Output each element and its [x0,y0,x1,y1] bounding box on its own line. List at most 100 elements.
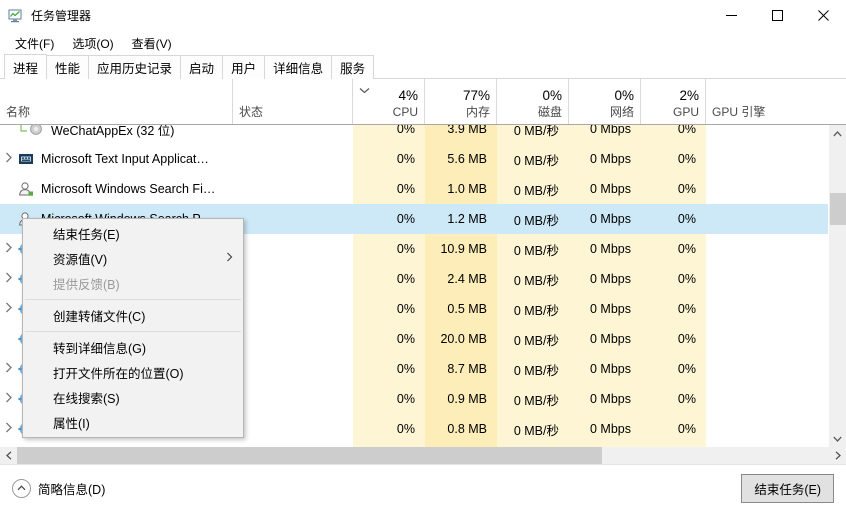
column-header-status[interactable]: 状态 [233,79,353,124]
context-menu-item[interactable]: 转到详细信息(G) [23,335,243,360]
row-disk-cell: 0 MB/秒 [497,354,569,384]
close-button[interactable] [800,0,846,31]
expand-chevron-icon[interactable] [0,362,18,376]
tab-services[interactable]: 服务 [331,55,375,79]
scroll-left-arrow-icon[interactable] [0,447,17,464]
scroll-down-arrow-icon[interactable] [829,430,846,447]
table-row[interactable]: 0% 10.9 MB 0 MB/秒 0 Mbps 0% [0,234,846,264]
row-gpu-cell: 0% [641,324,706,354]
menu-view[interactable]: 查看(V) [131,36,172,51]
context-menu-item[interactable]: 属性(I) [23,410,243,435]
expand-chevron-icon[interactable] [0,422,18,436]
user-icon [18,181,34,197]
table-row[interactable]: 0% 2.4 MB 0 MB/秒 0 Mbps 0% [0,264,846,294]
context-menu-item[interactable]: 打开文件所在的位置(O) [23,360,243,385]
row-gpu-cell: 0% [641,234,706,264]
column-header-gpu-engine[interactable]: GPU 引擎 [712,105,766,119]
row-status-cell [233,324,353,354]
table-row[interactable]: WeChatAppEx (32 位) 0% 3.9 MB 0 MB/秒 0 Mbps 0% [0,125,846,144]
row-status-cell [233,264,353,294]
expand-chevron-icon[interactable] [0,152,18,166]
row-network-cell: 0 Mbps [569,144,641,174]
context-menu-item[interactable]: 结束任务(E) [23,221,243,246]
table-row[interactable]: 0% 0.5 MB 0 MB/秒 0 Mbps 0% [0,294,846,324]
column-header-name[interactable]: 名称 [0,79,233,124]
row-status-cell [233,384,353,414]
tab-performance[interactable]: 性能 [46,55,90,79]
row-gpu-cell: 0% [641,384,706,414]
app-icon [28,125,44,137]
tab-processes[interactable]: 进程 [4,54,48,79]
expand-chevron-icon[interactable] [0,302,18,316]
tab-startup[interactable]: 启动 [180,55,224,79]
tab-users[interactable]: 用户 [222,55,266,79]
vertical-scroll-thumb[interactable] [830,193,846,225]
table-row[interactable]: 服务主机: Windows Manage…0%5.5 MB0 MB/秒0 Mbp… [0,444,846,447]
table-row[interactable]: 0% 8.7 MB 0 MB/秒 0 Mbps 0% [0,354,846,384]
context-menu[interactable]: 结束任务(E) 资源值(V) 提供反馈(B) 创建转储文件(C) 转到详细信息(G) 打开… [22,218,244,438]
tab-details[interactable]: 详细信息 [264,55,333,79]
row-name-cell: WeChatAppEx (32 位) [0,125,233,144]
row-status-cell [233,144,353,174]
row-disk-cell: 0 MB/秒 [497,294,569,324]
column-header-disk[interactable]: 0% 磁盘 [497,79,569,124]
table-row[interactable]: 0% 20.0 MB 0 MB/秒 0 Mbps 0% [0,324,846,354]
row-memory-cell: 5.5 MB [425,444,497,447]
context-menu-separator [25,331,241,332]
scroll-up-arrow-icon[interactable] [829,125,846,142]
row-gpu-cell: 0% [641,444,706,447]
scroll-right-arrow-icon[interactable] [829,447,846,464]
row-network-cell: 0 Mbps [569,174,641,204]
context-menu-item[interactable]: 资源值(V) [23,246,243,271]
maximize-button[interactable] [754,0,800,31]
row-cpu-cell: 0% [353,324,425,354]
row-status-cell [233,234,353,264]
row-memory-cell: 5.6 MB [425,144,497,174]
menu-file[interactable]: 文件(F) [15,36,55,51]
row-gpu-engine-cell [706,384,846,414]
row-network-cell: 0 Mbps [569,444,641,447]
row-disk-cell: 0 MB/秒 [497,125,569,144]
minimize-button[interactable] [708,0,754,31]
horizontal-scrollbar[interactable] [0,447,846,464]
horizontal-scroll-track[interactable] [17,447,829,464]
row-status-cell [233,125,353,144]
fewer-details-button[interactable]: 简略信息(D) [12,478,105,498]
column-header-network[interactable]: 0% 网络 [569,79,641,124]
table-row[interactable]: Microsoft Windows Search Fi… 0% 1.0 MB 0 MB… [0,174,846,204]
table-row[interactable]: 0% 0.9 MB 0 MB/秒 0 Mbps 0% [0,384,846,414]
context-menu-item-label: 结束任务(E) [53,228,120,242]
vertical-scrollbar[interactable] [828,125,846,447]
row-name-cell: Microsoft Text Input Applicat… [0,144,233,174]
expand-chevron-icon[interactable] [0,242,18,256]
row-status-cell [233,414,353,444]
row-network-cell: 0 Mbps [569,125,641,144]
column-header-cpu[interactable]: 4% CPU [353,79,425,124]
expand-chevron-icon[interactable] [0,392,18,406]
context-menu-item[interactable]: 创建转储文件(C) [23,303,243,328]
menu-options[interactable]: 选项(O) [72,36,114,51]
horizontal-scroll-thumb[interactable] [17,447,602,464]
column-header-memory[interactable]: 77% 内存 [425,79,497,124]
row-disk-cell: 0 MB/秒 [497,384,569,414]
context-menu-item-label: 资源值(V) [53,253,108,267]
column-header-gpu[interactable]: 2% GPU [641,79,706,124]
row-cpu-cell: 0% [353,234,425,264]
table-row[interactable]: Microsoft Text Input Applicat… 0% 5.6 MB 0 … [0,144,846,174]
tab-app-history[interactable]: 应用历史记录 [88,55,182,79]
context-menu-item[interactable]: 在线搜索(S) [23,385,243,410]
row-disk-cell: 0 MB/秒 [497,174,569,204]
window-title: 任务管理器 [31,9,92,23]
row-disk-cell: 0 MB/秒 [497,444,569,447]
row-cpu-cell: 0% [353,144,425,174]
row-gpu-cell: 0% [641,414,706,444]
row-cpu-cell: 0% [353,354,425,384]
expand-chevron-icon[interactable] [0,272,18,286]
row-memory-cell: 1.0 MB [425,174,497,204]
row-network-cell: 0 Mbps [569,294,641,324]
end-task-button[interactable]: 结束任务(E) [741,473,834,503]
row-gpu-engine-cell [706,414,846,444]
column-header-row: 名称 状态 4% CPU 77% 内存 0% 磁盘 0% 网络 2% GPU G… [0,79,846,125]
child-branch-icon [18,125,28,139]
